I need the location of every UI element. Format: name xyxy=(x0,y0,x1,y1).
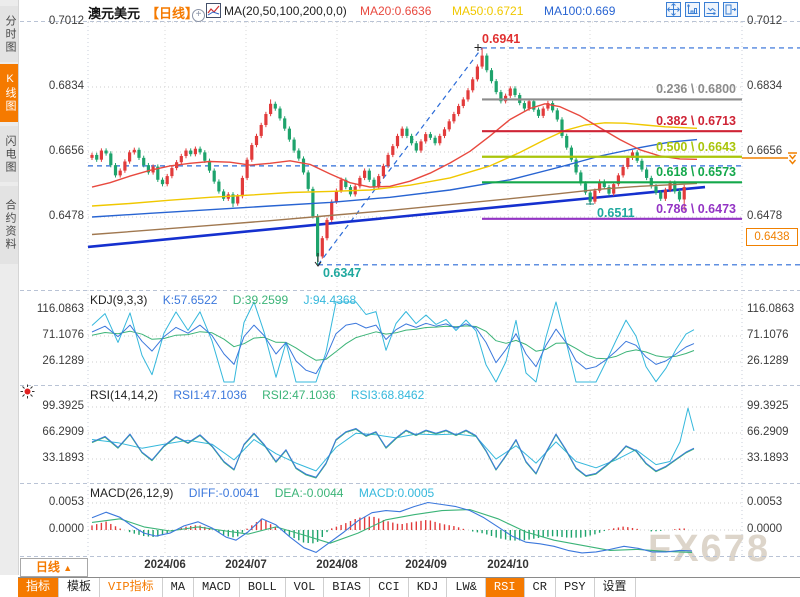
kdj-tick-left: 116.0863 xyxy=(36,303,84,315)
sidebar-tab-4[interactable]: 合约资料 xyxy=(0,186,18,264)
alert-icon[interactable] xyxy=(20,384,35,404)
macd-tick-right: 0.0053 xyxy=(747,496,783,508)
toolbar-item-15[interactable]: 设置 xyxy=(595,578,636,597)
low-price-annotation: 0.6347 xyxy=(323,266,362,280)
ma20-value: MA20:0.6636 xyxy=(360,4,432,18)
sidebar-tab-2[interactable]: K线图 xyxy=(0,64,18,122)
ma50-value: MA50:0.6721 xyxy=(452,4,524,18)
toolbar-item-2[interactable]: 模板 xyxy=(59,578,101,597)
swing-low-annotation: 0.6511 xyxy=(597,206,635,220)
macd-macd-value: MACD:0.0005 xyxy=(358,486,435,500)
sidebar-tab-3[interactable]: 闪电图 xyxy=(0,126,18,182)
rsi-tick-right: 99.3925 xyxy=(747,400,789,412)
peak-price-annotation: 0.6941 xyxy=(482,32,521,46)
main-y-tick-left: 0.7012 xyxy=(48,15,84,27)
toolbar-item-8[interactable]: BIAS xyxy=(324,578,371,597)
fib-level-label[interactable]: 0.382 \ 0.6713 xyxy=(656,114,736,129)
symbol-title: 澳元美元 xyxy=(88,6,141,21)
main-y-tick-left: 0.6478 xyxy=(48,210,84,222)
toolbar-item-13[interactable]: CR xyxy=(525,578,556,597)
kdj-params: KDJ(9,3,3) xyxy=(90,293,148,307)
rsi-tick-right: 33.1893 xyxy=(747,452,789,464)
toolbar-item-12[interactable]: RSI xyxy=(485,578,525,597)
kdj-k-value: K:57.6522 xyxy=(162,293,218,307)
toolbar-item-14[interactable]: PSY xyxy=(556,578,595,597)
fib-level-label[interactable]: 0.500 \ 0.6643 xyxy=(656,139,736,154)
rsi-params: RSI(14,14,2) xyxy=(90,388,159,402)
period-tab[interactable]: 日线 ▲ xyxy=(20,558,88,577)
chevron-up-icon: ▲ xyxy=(63,563,73,573)
ma-params: MA(20,50,100,200,0,0) xyxy=(224,4,347,18)
chart-type-sidebar: 分时图 K线图闪电图合约资料 xyxy=(0,0,19,575)
kdj-tick-left: 26.1289 xyxy=(42,355,84,367)
toolbar-item-1[interactable]: 指标 xyxy=(18,578,60,597)
rsi3-value: RSI3:68.8462 xyxy=(350,388,425,402)
macd-diff-value: DIFF:-0.0041 xyxy=(188,486,260,500)
axis-scale-right-icon[interactable] xyxy=(704,2,719,17)
kdj-tick-right: 26.1289 xyxy=(747,355,789,367)
main-y-tick-left: 0.6656 xyxy=(48,145,84,157)
toolbar-item-3[interactable]: VIP指标 xyxy=(100,578,163,597)
kdj-header: KDJ(9,3,3) K:57.6522 D:39.2599 J:94.4368 xyxy=(90,293,368,307)
toolbar-item-6[interactable]: BOLL xyxy=(240,578,286,597)
x-axis-label: 2024/06 xyxy=(144,559,186,571)
toolbar-item-7[interactable]: VOL xyxy=(286,578,325,597)
macd-tick-right: 0.0000 xyxy=(747,523,783,535)
rsi-tick-right: 66.2909 xyxy=(747,426,789,438)
rsi1-value: RSI1:47.1036 xyxy=(173,388,247,402)
main-y-tick-right: 0.6834 xyxy=(747,80,783,92)
rsi-tick-left: 66.2909 xyxy=(42,426,84,438)
watermark: FX678 xyxy=(648,528,770,570)
kdj-tick-right: 71.1076 xyxy=(747,329,789,341)
toolbar-item-11[interactable]: LW& xyxy=(447,578,486,597)
axis-scale-left-icon[interactable] xyxy=(685,2,700,17)
sidebar-tab-1[interactable]: 分时图 xyxy=(0,6,18,62)
pan-crosshair-icon[interactable] xyxy=(666,2,681,17)
indicator-toolbar: 指标 模板 VIP指标 MA MACD BOLL VOL BIAS CCI KDJ LW& RSI CR… xyxy=(18,577,800,597)
x-axis-label: 2024/09 xyxy=(405,559,447,571)
chart-style-icon[interactable] xyxy=(206,3,221,18)
current-price-box: 0.6438 xyxy=(746,228,798,246)
toolbar-item-10[interactable]: KDJ xyxy=(409,578,448,597)
fib-level-label[interactable]: 0.618 \ 0.6573 xyxy=(656,165,736,180)
period-label[interactable]: 【日线】 xyxy=(146,6,199,21)
main-y-tick-right: 0.6478 xyxy=(747,210,783,222)
x-axis-label: 2024/08 xyxy=(316,559,358,571)
macd-tick-left: 0.0000 xyxy=(48,523,84,535)
macd-tick-left: 0.0053 xyxy=(48,496,84,508)
rsi-header: RSI(14,14,2) RSI1:47.1036 RSI2:47.1036 R… xyxy=(90,388,436,402)
x-axis-label: 2024/07 xyxy=(225,559,267,571)
exit-chart-icon[interactable] xyxy=(723,2,738,17)
toolbar-item-9[interactable]: CCI xyxy=(370,578,409,597)
main-y-tick-right: 0.6656 xyxy=(747,145,783,157)
rsi-tick-left: 33.1893 xyxy=(42,452,84,464)
circle-plus-icon[interactable]: + xyxy=(192,4,205,22)
x-axis-label: 2024/10 xyxy=(487,559,529,571)
rsi-tick-left: 99.3925 xyxy=(42,400,84,412)
chart-toolbar-icons xyxy=(662,2,738,20)
macd-dea-value: DEA:-0.0044 xyxy=(274,486,344,500)
macd-params: MACD(26,12,9) xyxy=(90,486,174,500)
ma100-value: MA100:0.669 xyxy=(544,4,616,18)
fib-level-label[interactable]: 0.236 \ 0.6800 xyxy=(656,82,736,97)
fib-level-label[interactable]: 0.786 \ 0.6473 xyxy=(656,201,736,216)
kdj-tick-left: 71.1076 xyxy=(42,329,84,341)
kdj-j-value: J:94.4368 xyxy=(303,293,357,307)
kdj-d-value: D:39.2599 xyxy=(232,293,289,307)
main-y-tick-left: 0.6834 xyxy=(48,80,84,92)
toolbar-item-5[interactable]: MACD xyxy=(194,578,240,597)
toolbar-item-4[interactable]: MA xyxy=(163,578,195,597)
macd-header: MACD(26,12,9) DIFF:-0.0041 DEA:-0.0044 M… xyxy=(90,486,446,500)
kdj-tick-right: 116.0863 xyxy=(747,303,795,315)
main-y-tick-right: 0.7012 xyxy=(747,15,783,27)
rsi2-value: RSI2:47.1036 xyxy=(262,388,336,402)
